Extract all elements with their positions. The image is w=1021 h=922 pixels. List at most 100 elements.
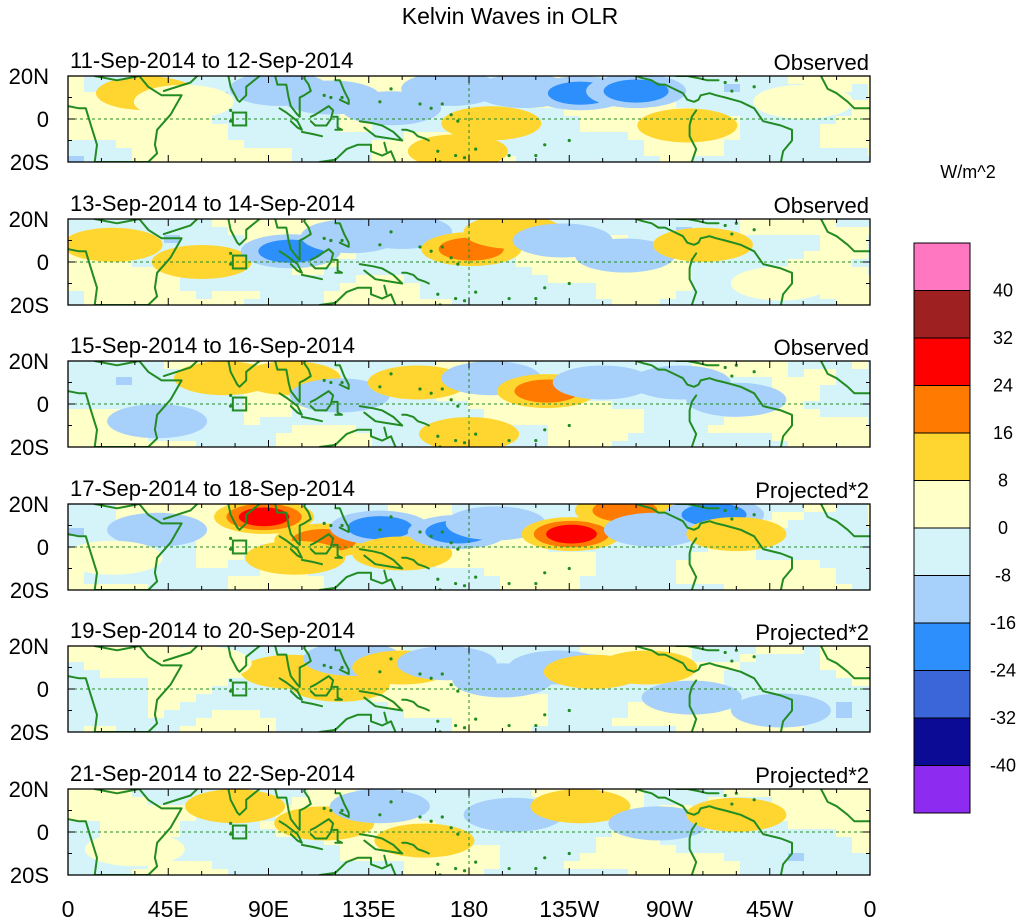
field-cell	[212, 140, 229, 149]
field-cell	[340, 251, 357, 260]
field-cell	[420, 702, 437, 711]
island-dot	[474, 147, 478, 151]
field-cell	[404, 861, 421, 870]
field-cell	[804, 425, 821, 434]
island-dot	[543, 571, 547, 575]
field-cell	[148, 124, 165, 133]
field-cell	[724, 654, 741, 663]
field-cell	[116, 869, 133, 875]
field-cell	[532, 568, 549, 577]
field-cell	[580, 132, 597, 141]
field-cell	[532, 283, 549, 292]
field-cell	[356, 156, 373, 162]
field-cell	[628, 108, 645, 117]
field-cell	[852, 361, 869, 370]
field-cell	[820, 76, 837, 85]
anomaly-band	[401, 76, 502, 106]
island-dot	[322, 806, 326, 810]
field-cell	[612, 433, 629, 442]
field-cell	[852, 108, 869, 117]
field-cell	[836, 678, 853, 687]
field-cell	[724, 853, 741, 862]
field-cell	[788, 433, 805, 442]
field-cell	[164, 116, 181, 125]
field-cell	[644, 267, 661, 276]
field-cell	[628, 853, 645, 862]
field-cell	[244, 156, 261, 162]
field-cell	[708, 568, 725, 577]
field-cell	[820, 861, 837, 870]
field-cell	[836, 654, 853, 663]
island-dot	[340, 523, 344, 528]
field-cell	[772, 369, 789, 378]
field-cell	[724, 76, 741, 85]
field-cell	[68, 861, 85, 870]
field-cell	[388, 251, 405, 260]
field-cell	[500, 576, 517, 585]
field-cell	[212, 710, 229, 719]
island-dot	[456, 689, 460, 693]
field-cell	[836, 829, 853, 838]
field-cell	[260, 829, 277, 838]
field-cell	[500, 789, 517, 798]
field-cell	[436, 299, 453, 305]
field-cell	[804, 520, 821, 529]
field-cell	[516, 156, 533, 162]
island-dot	[734, 363, 738, 367]
field-cell	[308, 132, 325, 141]
field-cell	[84, 291, 101, 300]
field-cell	[724, 369, 741, 378]
field-cell	[612, 702, 629, 711]
field-cell	[516, 361, 533, 370]
island-dot	[229, 251, 233, 255]
field-cell	[484, 845, 501, 854]
field-cell	[580, 821, 597, 830]
field-cell	[340, 861, 357, 870]
island-dot	[378, 528, 382, 532]
field-cell	[772, 576, 789, 585]
field-cell	[228, 576, 245, 585]
field-cell	[372, 504, 389, 513]
field-cell	[644, 861, 661, 870]
field-cell	[228, 845, 245, 854]
field-cell	[372, 861, 389, 870]
field-cell	[164, 694, 181, 703]
island-dot	[440, 815, 444, 819]
field-cell	[116, 156, 133, 162]
field-cell	[772, 560, 789, 569]
anomaly-band	[574, 238, 675, 273]
island-dot	[534, 723, 538, 728]
field-cell	[532, 552, 549, 561]
field-cell	[500, 710, 517, 719]
field-cell	[68, 512, 85, 521]
field-cell	[756, 156, 773, 162]
field-cell	[580, 686, 597, 695]
field-cell	[84, 528, 101, 537]
field-cell	[468, 267, 485, 276]
field-cell	[340, 275, 357, 284]
field-cell	[612, 124, 629, 133]
field-cell	[676, 789, 693, 798]
y-tick-label: 20N	[9, 64, 49, 89]
island-dot	[378, 385, 382, 389]
field-cell	[804, 726, 821, 732]
field-cell	[500, 829, 517, 838]
field-cell	[68, 299, 85, 305]
field-cell	[116, 385, 133, 394]
field-cell	[164, 789, 181, 798]
field-cell	[708, 726, 725, 732]
field-cell	[564, 504, 581, 513]
field-cell	[388, 417, 405, 426]
field-cell	[740, 369, 757, 378]
marker-box	[231, 396, 248, 412]
field-cell	[740, 259, 757, 268]
field-cell	[116, 678, 133, 687]
field-cell	[84, 361, 101, 370]
field-cell	[676, 576, 693, 585]
field-cell	[388, 694, 405, 703]
field-cell	[308, 504, 325, 513]
field-cell	[692, 259, 709, 268]
field-cell	[740, 156, 757, 162]
field-cell	[852, 299, 869, 305]
field-cell	[308, 710, 325, 719]
